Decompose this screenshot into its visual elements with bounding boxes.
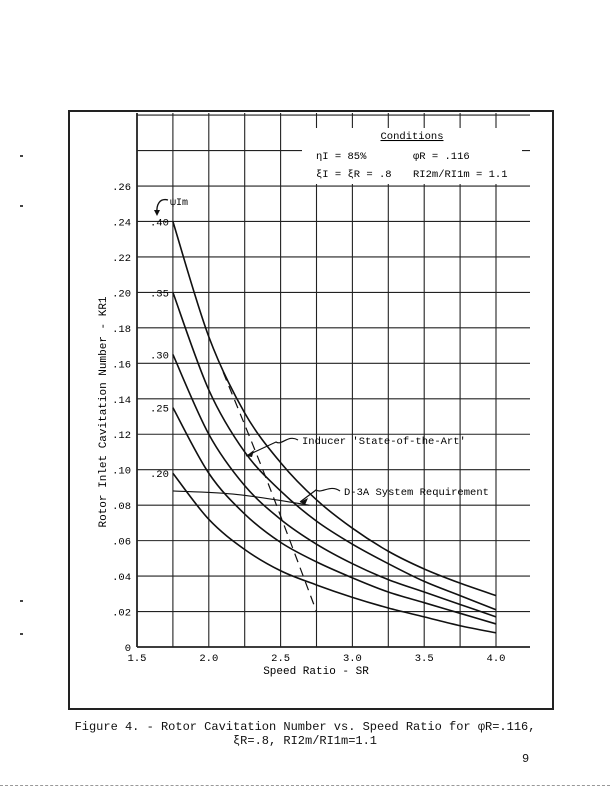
- d3a-requirement-line: [172, 490, 310, 506]
- arrowhead-icon: [300, 498, 308, 505]
- y-tick-label: .10: [112, 466, 131, 478]
- y-tick-label: .12: [112, 430, 131, 442]
- x-tick-label: 2.5: [271, 653, 290, 665]
- condition-radius-ratio: RI2m/RI1m = 1.1: [413, 169, 508, 181]
- scan-speck: [20, 600, 23, 602]
- condition-xi: ξI = ξR = .8: [316, 169, 392, 181]
- figure-caption-line2: ξR=.8, RI2m/RI1m=1.1: [232, 734, 378, 748]
- x-tick-label: 4.0: [487, 653, 506, 665]
- curve-psi-40: [172, 221, 497, 597]
- y-tick-label: .26: [112, 182, 131, 194]
- scan-speck: [20, 205, 23, 207]
- y-tick-label: .20: [112, 288, 131, 300]
- condition-flow-coefficient: φR = .116: [413, 151, 470, 163]
- annotation-inducer-label: Inducer 'State-of-the-Art': [302, 436, 466, 448]
- chart-grid: [136, 113, 530, 648]
- condition-efficiency: ηI = 85%: [316, 151, 367, 163]
- inducer-leader-arrow: [245, 437, 299, 457]
- y-tick-label: .16: [112, 359, 131, 371]
- curve-label: .35: [150, 288, 169, 300]
- scan-speck: [20, 155, 23, 157]
- curve-label: .25: [150, 404, 169, 416]
- y-tick-label: .04: [112, 572, 131, 584]
- chart-annotations: [154, 198, 341, 612]
- scan-speck: [20, 633, 23, 635]
- annotation-d3a-label: D-3A System Requirement: [344, 487, 489, 499]
- chart-labels: Speed Ratio - SR Rotor Inlet Cavitation …: [98, 131, 508, 678]
- y-tick-label: .22: [112, 253, 131, 265]
- x-tick-label: 3.5: [415, 653, 434, 665]
- figure-frame: [68, 110, 554, 710]
- x-axis-label: Speed Ratio - SR: [263, 666, 369, 678]
- curve-label: .20: [150, 469, 169, 481]
- y-tick-label: 0: [125, 643, 131, 655]
- y-tick-label: .02: [112, 608, 131, 620]
- page-number: 9: [522, 752, 530, 766]
- curve-psi-25: [172, 407, 497, 625]
- parameter-label: ψIm: [170, 198, 188, 209]
- page-bottom-rule: [0, 785, 610, 786]
- curve-label: .30: [150, 350, 169, 362]
- curve-psi-30: [172, 354, 497, 618]
- curve-psi-20: [172, 472, 497, 634]
- curve-psi-35: [172, 292, 497, 611]
- y-tick-label: .24: [112, 217, 131, 229]
- x-tick-label: 2.0: [199, 653, 218, 665]
- chart-curves: .40 .35 .30 .25 .20: [150, 217, 497, 634]
- curve-label: .40: [150, 217, 169, 229]
- x-tick-label: 3.0: [343, 653, 362, 665]
- figure-caption-line1: Figure 4. - Rotor Cavitation Number vs. …: [74, 720, 536, 734]
- conditions-box: [302, 128, 522, 184]
- y-tick-label: .18: [112, 324, 131, 336]
- y-axis-label: Rotor Inlet Cavitation Number - KR1: [98, 296, 110, 527]
- y-tick-label: .14: [112, 395, 131, 407]
- x-tick-label: 1.5: [128, 653, 147, 665]
- arrowhead-icon: [246, 450, 254, 457]
- axis-ticks: 0 .02 .04 .06 .08 .10 .12 .14 .16 .18 .20 .22 .24 .26…: [112, 182, 505, 665]
- d3a-leader-arrow: [299, 487, 341, 503]
- y-tick-label: .08: [112, 501, 131, 513]
- conditions-title: Conditions: [380, 131, 443, 143]
- arrowhead-icon: [154, 210, 160, 216]
- y-tick-label: .06: [112, 537, 131, 549]
